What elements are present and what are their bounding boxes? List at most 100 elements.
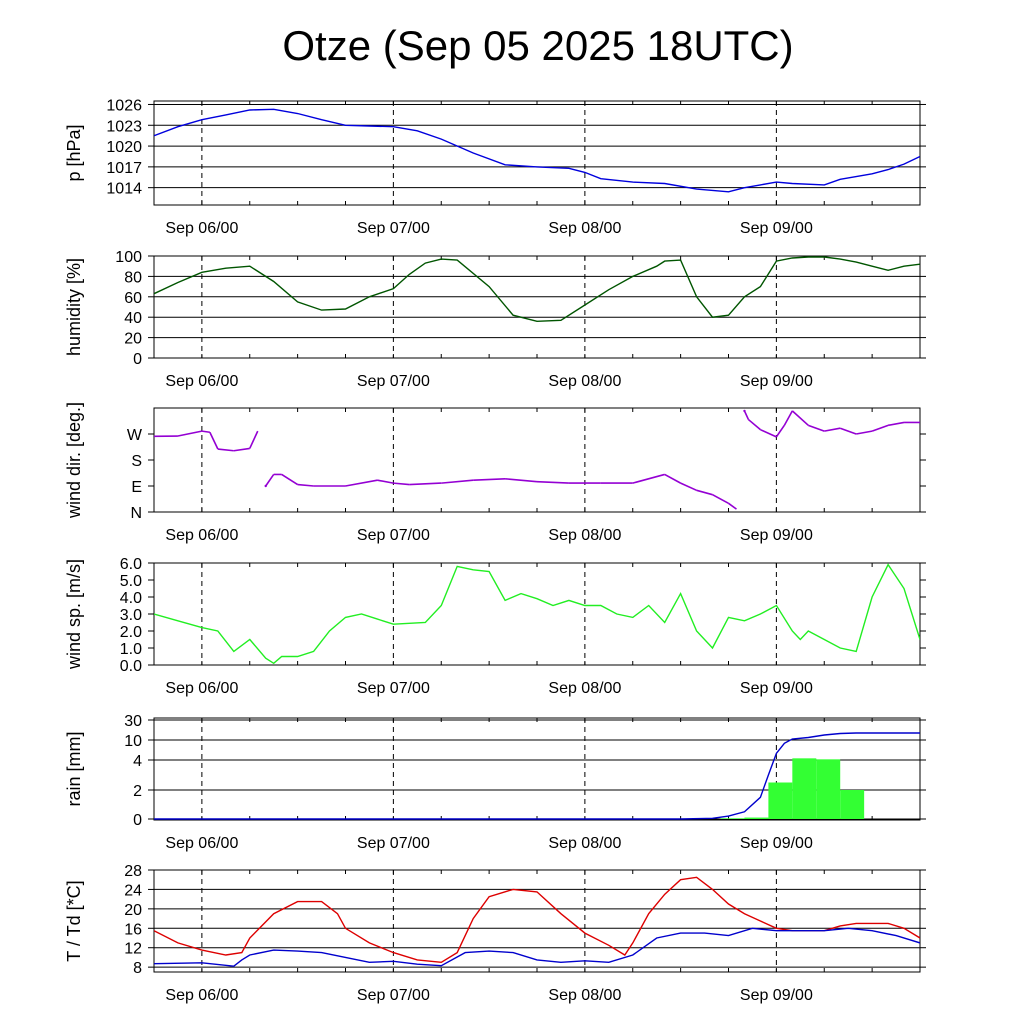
wind-dir-segment [680,482,697,492]
y-tick-label: 20 [124,331,142,348]
plot-data [154,409,920,510]
y-tick-label: 1026 [106,97,142,114]
panel-2: 0 20 40 60 80 100 Sep 06/00 Sep 07/00 Sep 08/00 S… [64,249,926,390]
x-tick-label: Sep 07/00 [357,373,430,390]
t-line [154,876,920,964]
panel-4: 0.01.02.03.04.05.06.0 Sep 06/00 Sep 07/00 S… [64,556,926,697]
series-line [154,256,920,323]
x-tick-label: Sep 07/00 [357,835,430,852]
y-tick-label: 0 [133,351,142,368]
y-tick-label: S [131,453,142,470]
td-line [154,927,920,967]
x-tick-label: Sep 06/00 [165,835,238,852]
wind-dir-segment [743,410,750,420]
wind-dir-segment [473,477,506,482]
wind-dir-segment [808,424,825,432]
x-tick-label: Sep 07/00 [357,987,430,1004]
y-axis-title: rain [mm] [64,731,84,806]
plot-data [154,256,920,323]
wind-dir-segment [297,483,314,487]
y-tick-label: 4.0 [120,590,142,607]
wind-dir-segment [209,431,219,450]
wind-dir-segment [377,479,394,484]
x-tick-label: Sep 06/00 [165,220,238,237]
plot-frame [153,562,921,666]
wind-dir-segment [696,489,713,496]
y-tick-label: W [127,427,143,444]
rain-bar [840,790,865,819]
x-tick-label: Sep 07/00 [357,220,430,237]
y-tick-label: 3.0 [120,607,142,624]
y-tick-label: 2 [133,783,142,800]
y-axis-title: T / Td [*C] [64,880,84,961]
x-tick-label: Sep 09/00 [740,680,813,697]
x-tick-label: Sep 08/00 [548,527,621,544]
y-tick-label: 1014 [106,181,142,198]
panel-5: 0 2 4 10 30 Sep 06/00 Sep 07/00 Sep 08/00 Sep 09… [64,713,926,852]
y-axis-title: humidity [%] [64,258,84,356]
plot-data [154,732,920,820]
wind-dir-segment [728,502,737,510]
wind-dir-segment [664,473,682,484]
y-tick-label: 0.0 [120,658,142,675]
x-tick-label: Sep 09/00 [740,987,813,1004]
wind-dir-segment [233,447,250,452]
x-tick-label: Sep 06/00 [165,680,238,697]
rain-bar [792,758,817,819]
x-tick-label: Sep 06/00 [165,373,238,390]
wind-dir-segment [345,479,378,487]
rain-bar [816,759,841,819]
wind-dir-segment [177,430,203,437]
x-tick-label: Sep 08/00 [548,680,621,697]
y-tick-label: 10 [124,733,142,750]
wind-dir-segment [217,448,234,452]
wind-dir-segment [871,424,889,432]
plot-frame [153,407,921,513]
x-tick-label: Sep 06/00 [165,527,238,544]
x-tick-label: Sep 09/00 [740,835,813,852]
wind-dir-segment [409,482,442,486]
y-tick-label: 1017 [106,160,142,177]
wind-dir-segment [824,427,841,432]
y-tick-label: 8 [133,960,142,977]
rain-bar [720,818,745,819]
plot-data [154,876,920,967]
x-tick-label: Sep 08/00 [548,373,621,390]
y-tick-label: 30 [124,713,142,730]
wind-dir-segment [249,430,259,449]
y-tick-label: 12 [124,941,142,958]
x-tick-label: Sep 08/00 [548,835,621,852]
panel-6: 8 12 16 20 24 28 Sep 06/00 Sep 07/00 Sep 08/00 Se… [64,863,926,1004]
x-tick-label: Sep 06/00 [165,987,238,1004]
y-axis-title: p [hPa] [64,124,84,181]
x-tick-label: Sep 09/00 [740,527,813,544]
wind-dir-segment [775,424,786,438]
wind-dir-segment [791,410,809,426]
rain-bar [768,782,793,819]
wind-dir-segment [393,482,410,486]
y-axis-title: wind sp. [m/s] [64,559,84,670]
plot-data [154,108,920,193]
series-line [154,563,920,665]
y-tick-label: 1023 [106,118,142,135]
plot-frame [153,255,921,359]
y-tick-label: 16 [124,921,142,938]
x-tick-label: Sep 07/00 [357,527,430,544]
y-tick-label: 24 [124,882,142,899]
x-tick-label: Sep 08/00 [548,987,621,1004]
y-tick-label: 20 [124,902,142,919]
series-line [154,108,920,193]
y-tick-label: 80 [124,269,142,286]
plot-frame [153,100,921,206]
y-tick-label: 1020 [106,139,142,156]
y-tick-label: 5.0 [120,573,142,590]
wind-dir-segment [536,480,569,484]
panel-1: 1026 1023 1020 1017 1014 Sep 06/00 Sep 07/00 Se… [64,97,926,237]
wind-dir-segment [887,421,905,427]
wind-dir-segment [281,473,299,486]
y-tick-label: 1.0 [120,641,142,658]
y-tick-label: 0 [133,812,142,829]
wind-dir-segment [856,430,873,435]
